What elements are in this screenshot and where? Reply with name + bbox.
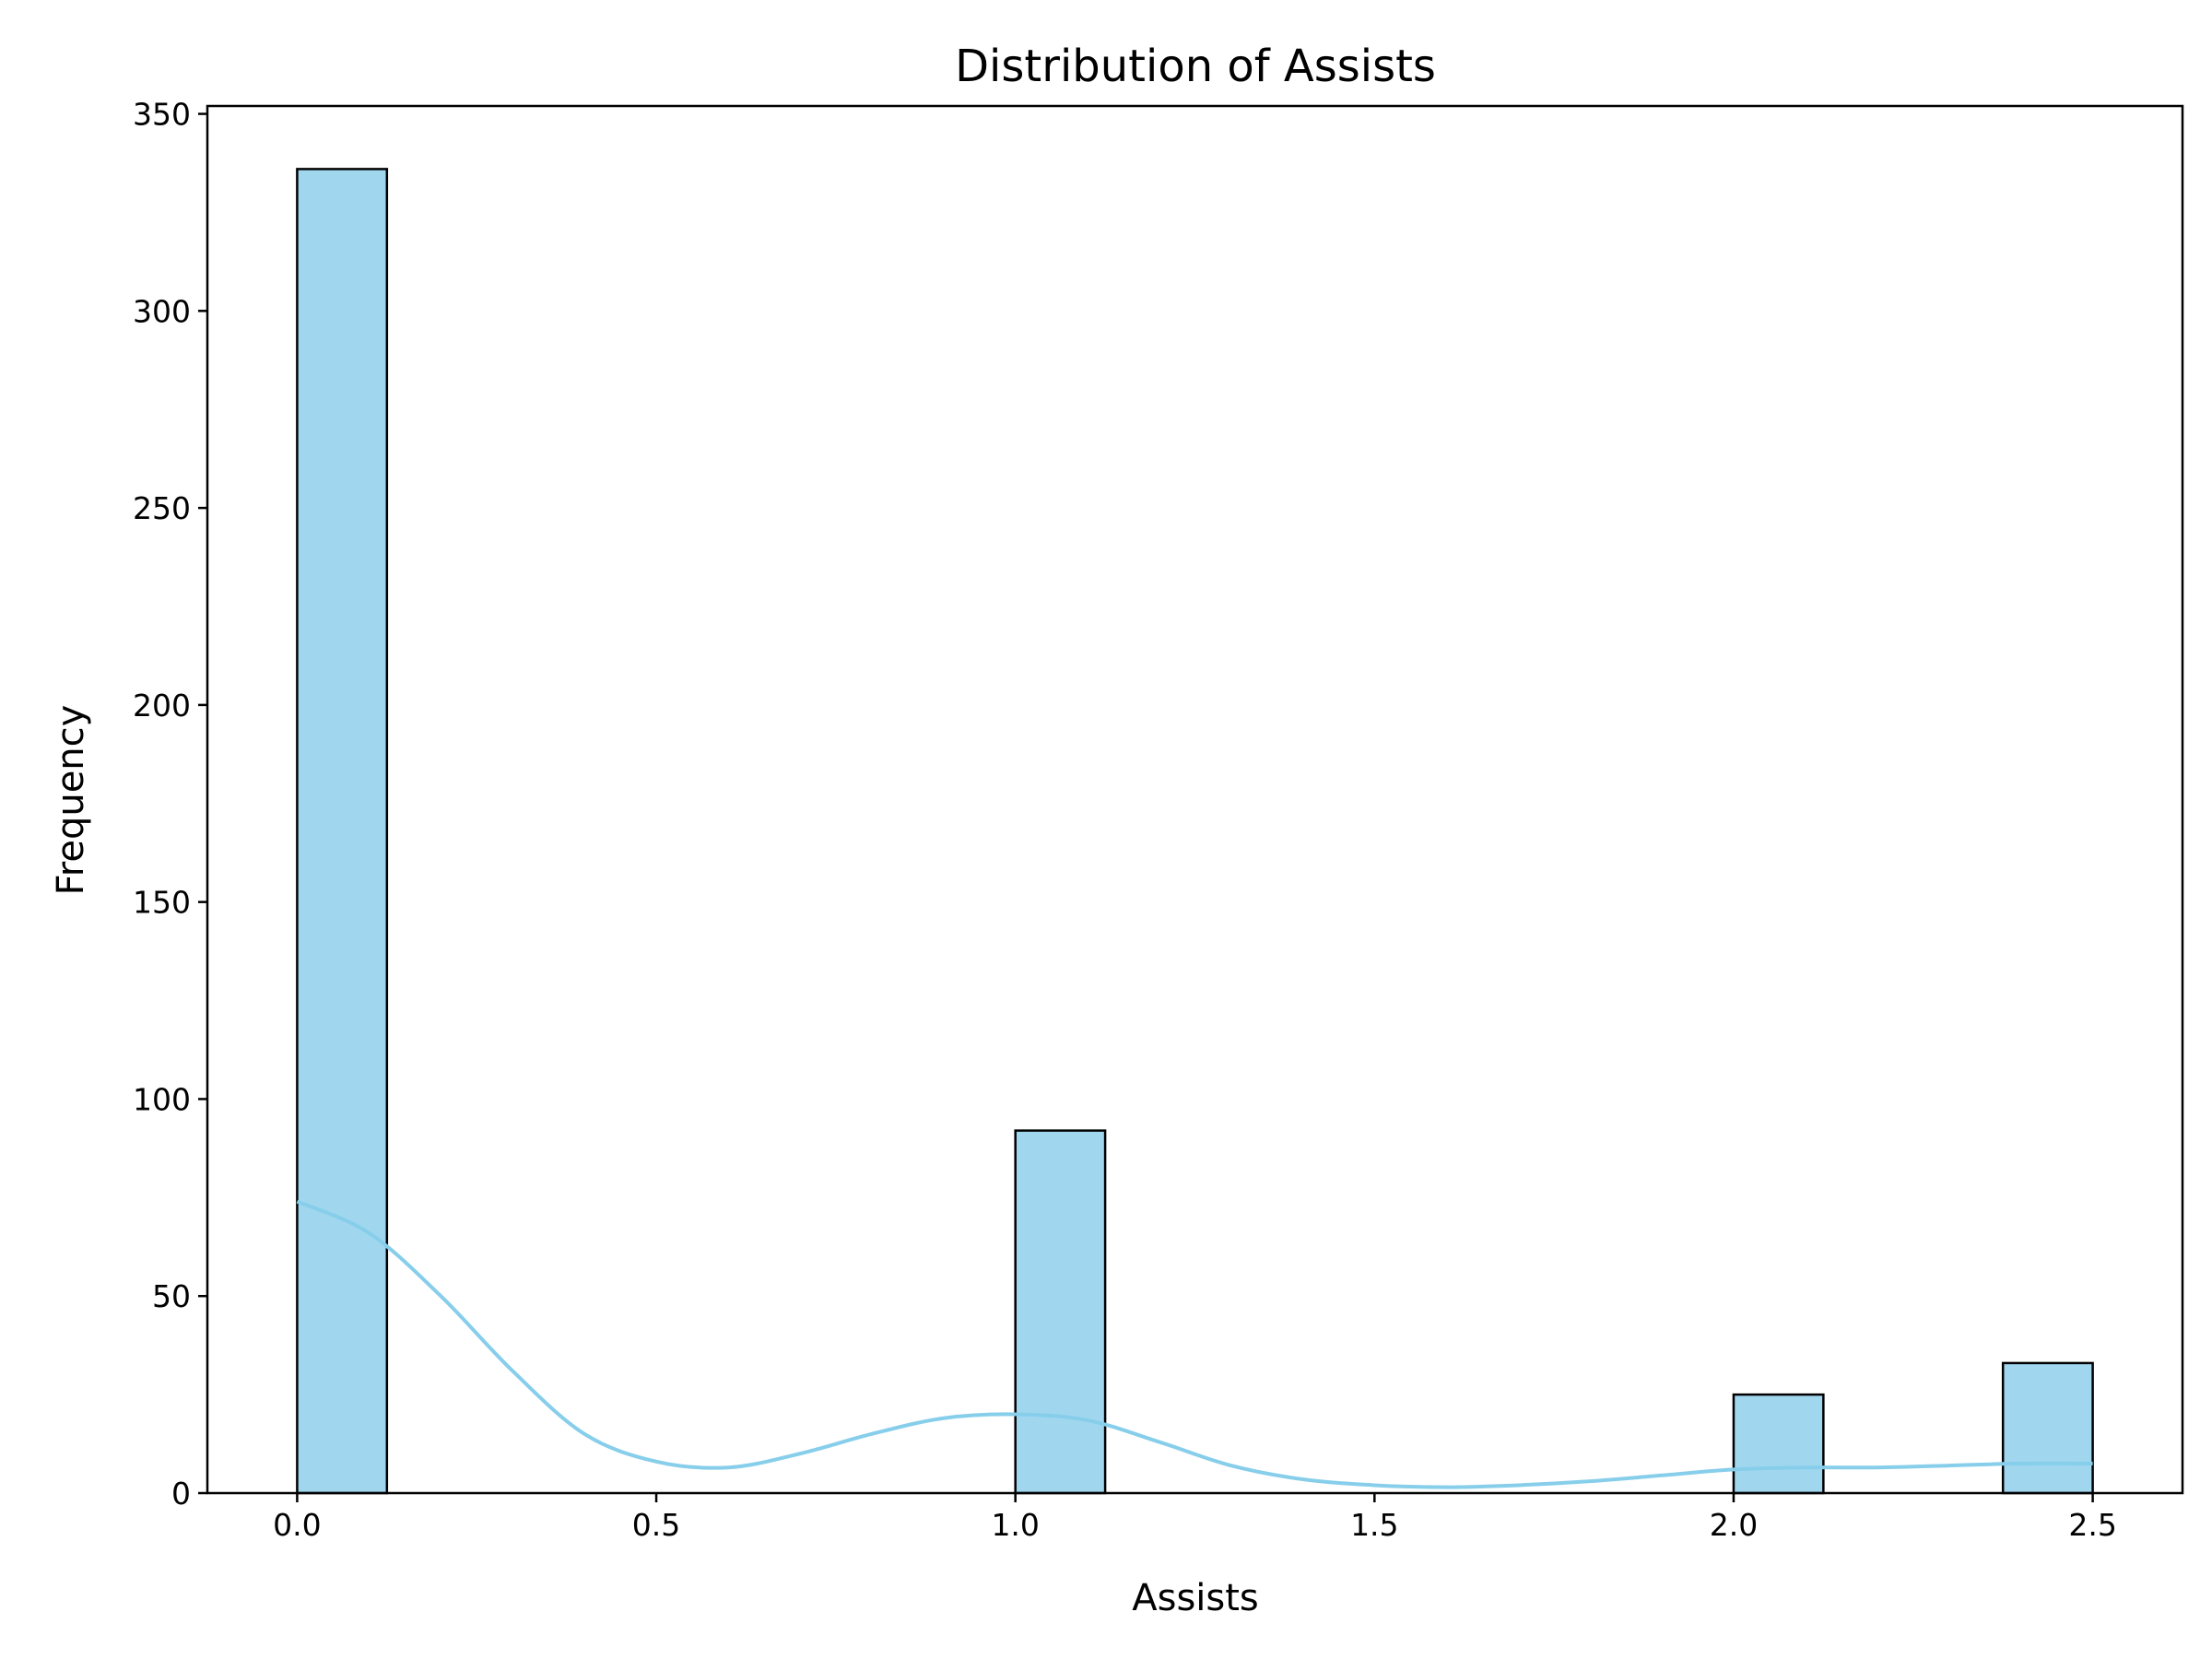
x-tick-label: 2.0 (1710, 1507, 1758, 1543)
kde-curve (296, 1199, 2093, 1489)
y-tick-label: 150 (133, 885, 191, 921)
histogram-bar-3 (2001, 1361, 2094, 1495)
x-tick-label: 2.5 (2068, 1507, 2116, 1543)
y-axis-title: Frequency (50, 705, 92, 896)
y-tick-label: 250 (133, 490, 191, 526)
histogram-bar-0 (296, 168, 389, 1495)
y-tick-label: 300 (133, 293, 191, 329)
histogram-bar-2 (1732, 1393, 1825, 1495)
chart-title: Distribution of Assists (955, 41, 1436, 92)
y-tick-label: 200 (133, 688, 191, 724)
histogram-bars (296, 168, 2094, 1495)
histogram-bar-1 (1014, 1129, 1107, 1495)
y-tick-label: 50 (152, 1278, 191, 1314)
x-axis-title: Assists (1132, 1577, 1259, 1619)
x-tick-label: 0.0 (273, 1507, 321, 1543)
y-tick-label: 350 (133, 97, 191, 133)
x-tick-label: 0.5 (632, 1507, 680, 1543)
y-axis-ticks: 0 50 100 150 200 250 300 350 (133, 97, 207, 1512)
x-axis-ticks: 0.0 0.5 1.0 1.5 2.0 2.5 (273, 1493, 2117, 1543)
y-tick-label: 0 (171, 1476, 191, 1512)
plot-frame (206, 104, 2184, 1495)
y-tick-label: 100 (133, 1081, 191, 1117)
x-tick-label: 1.0 (991, 1507, 1039, 1543)
kde-curve-layer (296, 1199, 2093, 1489)
x-tick-label: 1.5 (1350, 1507, 1398, 1543)
